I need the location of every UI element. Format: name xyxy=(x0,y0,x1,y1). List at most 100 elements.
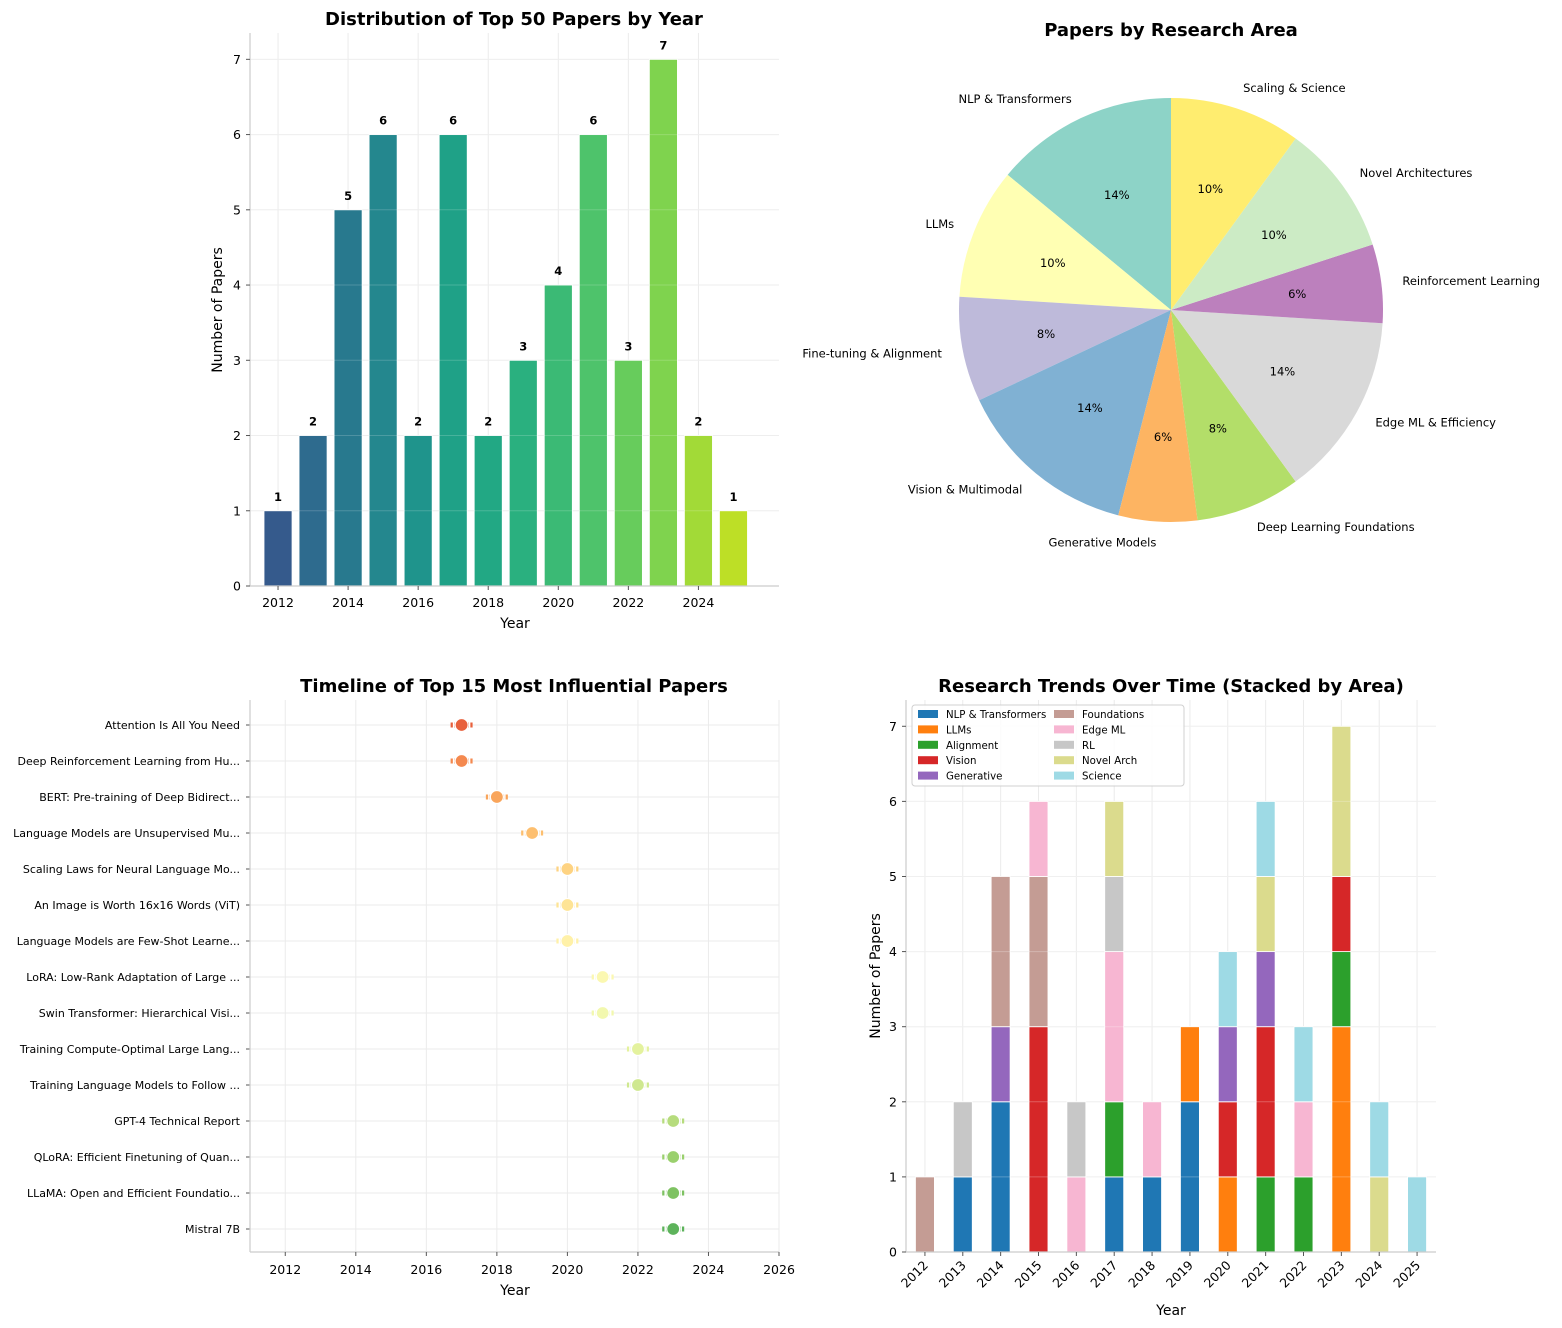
stacked-bar-segment xyxy=(952,1101,973,1178)
stacked-bar-segment xyxy=(1066,1176,1087,1253)
year-bar xyxy=(298,435,328,587)
stacked-bar-segment xyxy=(1104,1176,1125,1253)
timeline-point xyxy=(489,789,504,805)
legend-swatch xyxy=(1054,740,1074,749)
y-tick-label: 2 xyxy=(889,1094,897,1109)
paper-label: Scaling Laws for Neural Language Mo... xyxy=(23,863,240,876)
x-tick-label: 2014 xyxy=(974,1257,1007,1290)
year-bar xyxy=(263,510,293,587)
x-tick-label: 2020 xyxy=(542,595,574,610)
x-tick-label: 2018 xyxy=(472,595,504,610)
y-tick-label: 2 xyxy=(233,428,241,443)
stacked-bar-segment xyxy=(915,1176,935,1253)
x-tick-label: 2026 xyxy=(763,1262,795,1277)
timeline-point xyxy=(666,1149,681,1165)
pie-slices xyxy=(959,98,1383,522)
paper-label: Training Compute-Optimal Large Lang... xyxy=(19,1043,240,1056)
pie-percent-label: 6% xyxy=(1288,287,1306,301)
y-tick-label: 0 xyxy=(233,579,241,594)
bar-value-label: 1 xyxy=(274,490,282,504)
timeline-point xyxy=(454,717,469,733)
timeline-point xyxy=(630,1077,646,1093)
paper-label: QLoRA: Efficient Finetuning of Quan... xyxy=(34,1151,240,1164)
bar-value-label: 3 xyxy=(519,339,527,353)
y-tick-label: 1 xyxy=(233,503,241,518)
bar-value-label: 3 xyxy=(624,339,632,353)
paper-label: Training Language Models to Follow ... xyxy=(29,1079,240,1092)
stacked-bar-segment xyxy=(1293,1026,1314,1103)
x-tick-label: 2021 xyxy=(1239,1258,1272,1291)
y-tick-label: 6 xyxy=(889,794,897,809)
stacked-bar-segment xyxy=(1217,951,1238,1028)
year-chart-title: Distribution of Top 50 Papers by Year xyxy=(325,9,703,30)
bar-value-label: 7 xyxy=(659,38,667,52)
year-chart-bars: 1 2 5 6 2 6 2 3 4 6 3 7 2 1 xyxy=(250,38,779,587)
x-tick-label: 2016 xyxy=(402,595,434,610)
pie-slice xyxy=(959,296,1171,401)
pie-category-label: Edge ML & Efficiency xyxy=(1375,415,1496,429)
legend-swatch xyxy=(918,725,938,734)
pie-slice xyxy=(1171,244,1383,324)
timeline-axes: Attention Is All You Need Deep Reinforcem… xyxy=(13,700,795,1277)
stacked-bar-segment xyxy=(1331,876,1352,952)
paper-label: Swin Transformer: Hierarchical Visi... xyxy=(39,1007,240,1020)
timeline-point xyxy=(560,933,575,949)
stacked-bar-segment xyxy=(1217,1176,1238,1253)
y-tick-label: 5 xyxy=(889,869,897,884)
stacked-bar-segment xyxy=(1142,1176,1162,1253)
stacked-chart-legend: NLP & Transformers LLMs Alignment Vision Gen… xyxy=(911,704,1185,787)
stacked-bar-segment xyxy=(1104,800,1125,877)
pie-slice xyxy=(959,174,1171,310)
stacked-bar-segment xyxy=(1331,951,1352,1028)
bar-value-label: 4 xyxy=(554,264,562,278)
stacked-bar-segment xyxy=(1217,1101,1238,1178)
timeline-xlabel: Year xyxy=(499,1283,530,1299)
legend-box xyxy=(911,704,1185,787)
pie-percent-label: 14% xyxy=(1270,364,1296,378)
paper-label: Language Models are Few-Shot Learne... xyxy=(17,935,240,948)
y-tick-label: 1 xyxy=(889,1169,897,1184)
stacked-bar-segment xyxy=(1255,1176,1276,1253)
pie-category-label: Novel Architectures xyxy=(1360,166,1473,180)
x-tick-label: 2019 xyxy=(1163,1257,1196,1290)
x-tick-label: 2020 xyxy=(1201,1257,1234,1290)
timeline-point xyxy=(525,825,540,841)
research-area-pie-chart: Papers by Research Area 14% NLP & Transfo… xyxy=(802,20,1540,550)
stacked-chart-ylabel: Number of Papers xyxy=(868,913,884,1039)
x-tick-label: 2024 xyxy=(683,595,715,610)
timeline-point xyxy=(560,897,575,913)
timeline-chart: Timeline of Top 15 Most Influential Pape… xyxy=(13,676,795,1299)
x-tick-label: 2012 xyxy=(269,1262,301,1277)
stacked-bar-segment xyxy=(1369,1101,1390,1178)
pie-percent-label: 6% xyxy=(1154,430,1172,444)
pie-category-label: Vision & Multimodal xyxy=(908,483,1023,497)
legend-label: Vision xyxy=(946,756,976,767)
x-tick-label: 2020 xyxy=(551,1262,583,1277)
x-tick-label: 2013 xyxy=(936,1258,969,1291)
stacked-bar-segment xyxy=(1104,876,1125,952)
x-tick-label: 2022 xyxy=(622,1262,654,1277)
x-tick-label: 2018 xyxy=(1125,1257,1158,1290)
y-tick-label: 4 xyxy=(889,944,897,959)
timeline-point xyxy=(666,1185,681,1201)
y-tick-label: 4 xyxy=(233,278,241,293)
stacked-trends-chart: Research Trends Over Time (Stacked by Ar… xyxy=(868,676,1436,1319)
y-tick-label: 3 xyxy=(233,353,241,368)
pie-slice xyxy=(1171,310,1383,482)
year-bar xyxy=(613,359,643,587)
stacked-bar-segment xyxy=(990,1026,1011,1103)
year-bar xyxy=(684,435,713,587)
legend-swatch xyxy=(918,756,938,765)
legend-swatch xyxy=(1054,771,1074,780)
paper-label: LLaMA: Open and Efficient Foundatio... xyxy=(27,1187,240,1200)
year-bar xyxy=(648,58,678,587)
paper-label: BERT: Pre-training of Deep Bidirect... xyxy=(39,791,240,804)
x-tick-label: 2014 xyxy=(340,1262,372,1277)
bar-value-label: 1 xyxy=(729,490,737,504)
year-bar xyxy=(578,134,608,587)
stacked-bar-segment xyxy=(1142,1101,1162,1178)
stacked-bar-segment xyxy=(1066,1101,1087,1178)
x-tick-label: 2017 xyxy=(1087,1258,1120,1291)
timeline-point xyxy=(630,1041,646,1057)
